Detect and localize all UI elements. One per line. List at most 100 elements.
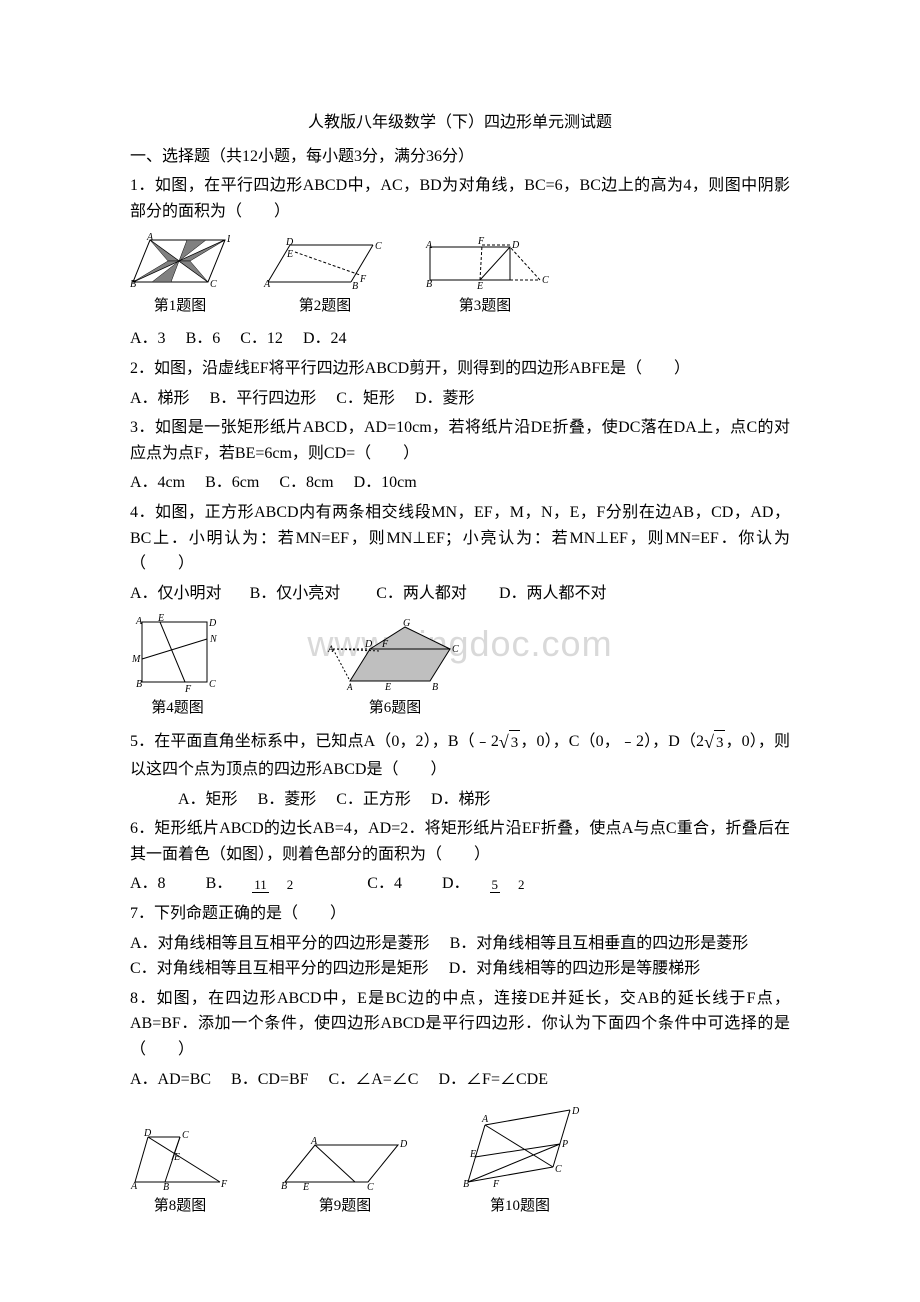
svg-text:E: E [157,614,164,624]
svg-text:F: F [359,274,367,285]
figure-10: A D E P B F C 第10题图 [460,1107,580,1218]
figures-row-1: A D B C 第1题图 D C A B E F [130,232,790,318]
svg-text:D: D [364,639,373,650]
document-title: 人教版八年级数学（下）四边形单元测试题 [130,110,790,136]
figure-2-svg: D C A B E F [260,237,390,292]
svg-text:A: A [425,240,433,251]
q6-option-b: B． 112 [206,871,328,897]
question-4-text: 4．如图，正方形ABCD内有两条相交线段MN，EF，M，N，E，F分别在边AB，… [130,500,790,577]
question-8-text: 8．如图，在四边形ABCD中，E是BC边的中点，连接DE并延长，交AB的延长线于… [130,986,790,1063]
q3-option-d: D．10cm [354,474,417,491]
q2-option-b: B．平行四边形 [210,390,317,407]
q7-option-b: B．对角线相等且互相垂直的四边形是菱形 [450,935,749,952]
svg-text:F: F [492,1179,500,1190]
svg-text:B: B [426,279,432,290]
q5-option-b: B．菱形 [258,791,317,808]
q8-option-d: D．∠F=∠CDE [438,1071,547,1088]
svg-text:A: A [310,1137,318,1147]
svg-text:B: B [281,1181,287,1192]
svg-text:E: E [384,682,391,693]
question-2-options: A．梯形 B．平行四边形 C．矩形 D．菱形 [130,386,790,412]
question-2-text: 2．如图，沿虚线EF将平行四边形ABCD剪开，则得到的四边形ABFE是（ ） [130,356,790,382]
figure-4-caption: 第4题图 [151,696,204,720]
question-4: 4．如图，正方形ABCD内有两条相交线段MN，EF，M，N，E，F分别在边AB，… [130,500,790,606]
figure-9-caption: 第9题图 [319,1194,372,1218]
q5-option-c: C．正方形 [336,791,411,808]
svg-text:C: C [210,279,217,290]
q7-option-c: C．对角线相等且互相平分的四边形是矩形 [130,960,429,977]
q4-option-a: A．仅小明对 [130,585,222,602]
q8-option-c: C．∠A=∠C [329,1071,419,1088]
svg-text:A: A [327,644,334,654]
q2-option-c: C．矩形 [336,390,395,407]
q2-option-a: A．梯形 [130,390,190,407]
question-7-options: A．对角线相等且互相平分的四边形是菱形 B．对角线相等且互相垂直的四边形是菱形 … [130,931,790,982]
q1-option-c: C．12 [240,330,283,347]
question-3: 3．如图是一张矩形纸片ABCD，AD=10cm，若将纸片沿DE折叠，使DC落在D… [130,415,790,496]
figure-4: A D B C E F M N 第4题图 [130,614,225,720]
q7-option-a: A．对角线相等且互相平分的四边形是菱形 [130,935,430,952]
svg-text:E: E [286,249,293,260]
figure-3: A F D B E C 第3题图 [420,237,550,318]
figure-3-svg: A F D B E C [420,237,550,292]
q3-option-b: B．6cm [205,474,259,491]
svg-text:C: C [209,679,216,690]
svg-text:C: C [375,241,382,252]
svg-text:A: A [146,232,154,243]
sqrt-icon: √3 [704,728,725,757]
svg-text:G: G [403,619,410,629]
question-6: 6．矩形纸片ABCD的边长AB=4，AD=2．将矩形纸片沿EF折叠，使点A与点C… [130,816,790,897]
svg-text:D: D [571,1107,580,1117]
svg-text:E: E [173,1152,180,1163]
svg-text:M: M [131,654,141,665]
q7-option-d: D．对角线相等的四边形是等腰梯形 [449,960,701,977]
question-3-options: A．4cm B．6cm C．8cm D．10cm [130,470,790,496]
svg-text:F: F [477,237,485,247]
question-6-text: 6．矩形纸片ABCD的边长AB=4，AD=2．将矩形纸片沿EF折叠，使点A与点C… [130,816,790,867]
svg-text:A: A [346,682,353,692]
question-3-text: 3．如图是一张矩形纸片ABCD，AD=10cm，若将纸片沿DE折叠，使DC落在D… [130,415,790,466]
figure-6: G D F C A A E B 第6题图 [325,619,465,720]
figures-row-2: A D B C E F M N 第4题图 G [130,614,790,720]
figure-1: A D B C 第1题图 [130,232,230,318]
figure-9-svg: A D B E C [280,1137,410,1192]
figure-8: D C E A B F 第8题图 [130,1127,230,1218]
figure-10-caption: 第10题图 [490,1194,550,1218]
question-4-options: A．仅小明对 B．仅小亮对 C．两人都对 D．两人都不对 [130,581,790,607]
svg-text:B: B [163,1182,169,1192]
svg-text:B: B [136,679,142,690]
svg-text:A: A [263,279,271,290]
figure-4-svg: A D B C E F M N [130,614,225,694]
svg-text:B: B [463,1179,469,1190]
figure-2: D C A B E F 第2题图 [260,237,390,318]
q4-option-c: C．两人都对 [376,585,467,602]
q5-text-pre: 5．在平面直角坐标系中，已知点A（0，2），B（﹣2 [130,733,499,750]
svg-text:B: B [432,682,438,693]
svg-text:D: D [285,237,294,248]
figure-8-caption: 第8题图 [154,1194,207,1218]
svg-text:E: E [476,281,483,292]
q4-option-b: B．仅小亮对 [250,585,341,602]
figure-6-caption: 第6题图 [369,696,422,720]
section-1-header: 一、选择题（共12小题，每小题3分，满分36分） [130,144,790,170]
q5-text-mid: ，0），C（0，﹣2），D（2 [520,733,704,750]
figure-3-caption: 第3题图 [459,294,512,318]
svg-text:A: A [135,616,143,627]
q6-option-a: A．8 [130,871,166,897]
q1-option-b: B．6 [186,330,221,347]
figure-1-svg: A D B C [130,232,230,292]
q5-option-a: A．矩形 [178,791,238,808]
svg-text:B: B [352,281,358,292]
svg-text:P: P [561,1139,568,1150]
question-5: 5．在平面直角坐标系中，已知点A（0，2），B（﹣2√3，0），C（0，﹣2），… [130,728,790,812]
svg-text:C: C [542,275,549,286]
svg-text:N: N [209,634,218,645]
question-2: 2．如图，沿虚线EF将平行四边形ABCD剪开，则得到的四边形ABFE是（ ） A… [130,356,790,411]
q8-option-b: B．CD=BF [231,1071,309,1088]
question-7: 7．下列命题正确的是（ ） A．对角线相等且互相平分的四边形是菱形 B．对角线相… [130,901,790,982]
q1-option-a: A．3 [130,330,166,347]
figures-row-3: D C E A B F 第8题图 A D B E C [130,1107,790,1218]
svg-text:A: A [481,1114,489,1125]
sqrt-icon: √3 [499,728,520,757]
document-content: 人教版八年级数学（下）四边形单元测试题 一、选择题（共12小题，每小题3分，满分… [130,110,790,1218]
